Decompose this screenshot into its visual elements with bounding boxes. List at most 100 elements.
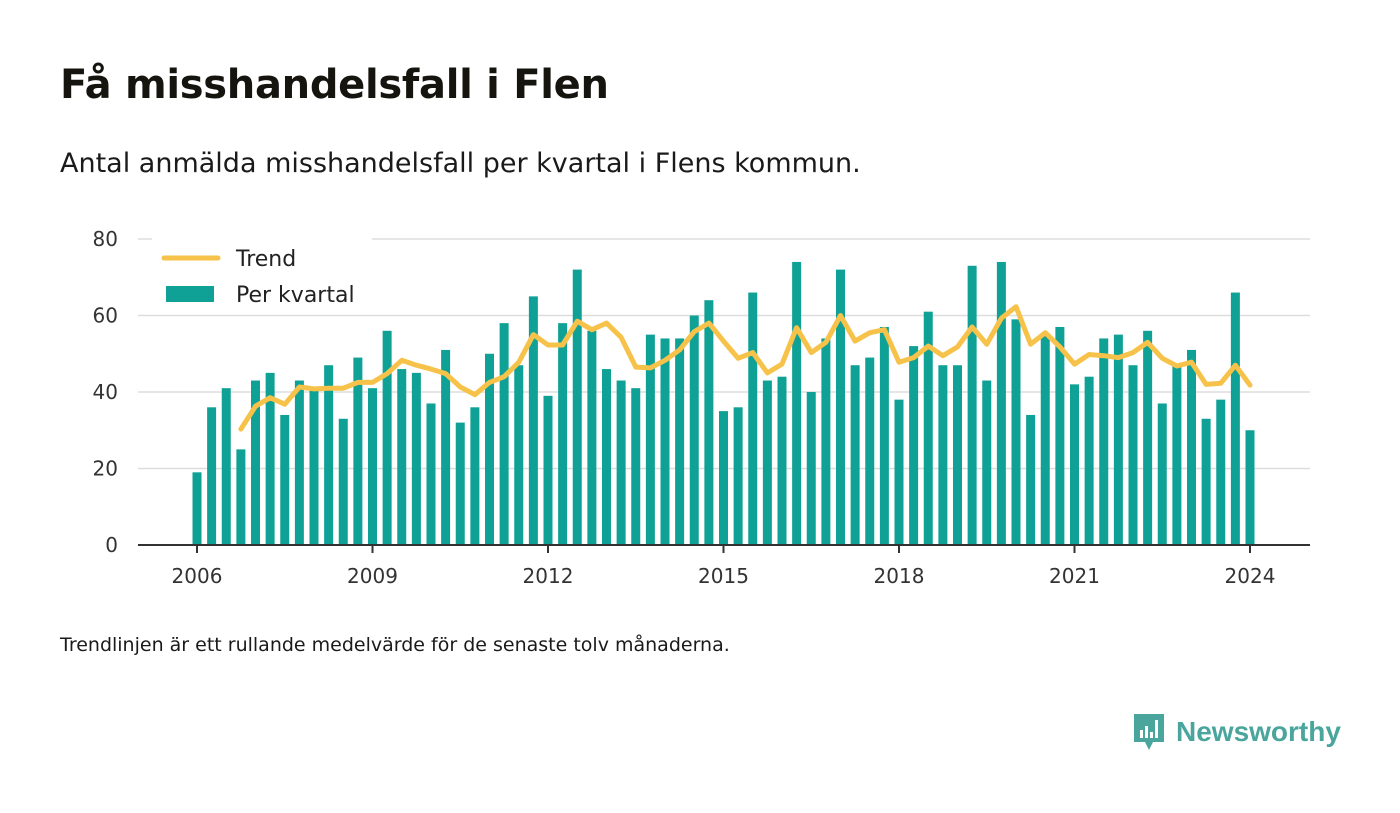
chart-subtitle: Antal anmälda misshandelsfall per kvarta… (60, 148, 861, 179)
bar (1128, 365, 1138, 545)
bar (221, 388, 231, 545)
legend-bars-swatch (166, 286, 214, 302)
brand-name: Newsworthy (1176, 716, 1341, 747)
y-tick-label: 0 (105, 533, 118, 557)
bar (850, 365, 860, 545)
bar (572, 269, 582, 545)
bar (982, 380, 992, 545)
bar (236, 449, 246, 545)
x-tick-label: 2021 (1049, 564, 1100, 588)
bar (996, 261, 1006, 545)
y-tick-label: 20 (93, 457, 118, 481)
chart-title: Få misshandelsfall i Flen (60, 62, 609, 108)
bar (528, 296, 538, 545)
bar (1201, 418, 1211, 545)
legend-bars-label: Per kvartal (236, 283, 355, 308)
bar (704, 300, 714, 545)
brand-logo[interactable]: Newsworthy (1132, 712, 1341, 752)
x-tick-label: 2006 (172, 564, 223, 588)
legend-trend-label: Trend (235, 247, 296, 272)
bar (806, 392, 816, 545)
bar (207, 407, 217, 545)
bar (353, 357, 363, 545)
bar (455, 422, 465, 545)
bar (938, 365, 948, 545)
bar (543, 395, 553, 545)
bar (368, 388, 377, 545)
bar (616, 380, 626, 545)
bar-chart-speech-bubble-icon (1134, 714, 1164, 750)
bar (602, 369, 611, 545)
bar (1099, 338, 1109, 545)
bar (426, 403, 436, 545)
bar (748, 292, 758, 545)
bar (1230, 292, 1240, 545)
y-tick-label: 80 (93, 227, 118, 251)
bar (719, 411, 728, 545)
bar (324, 365, 334, 545)
bar (631, 388, 641, 545)
bar (660, 338, 670, 545)
bar (762, 380, 772, 545)
bar (1011, 319, 1021, 545)
bar (587, 330, 597, 545)
bar (1040, 334, 1050, 545)
bar (499, 323, 509, 545)
bar (280, 414, 290, 545)
bar (865, 357, 875, 545)
bar (1084, 376, 1094, 545)
bar (923, 311, 933, 545)
bar (1216, 399, 1226, 545)
bar (1245, 430, 1255, 545)
x-tick-label: 2018 (874, 564, 925, 588)
chart-area: 0 20 40 60 80 2006 2009 2012 2015 2018 2021 2024 T… (93, 227, 1310, 588)
y-axis-ticks: 0 20 40 60 80 (93, 227, 118, 557)
bar (821, 338, 831, 545)
legend: Trend Per kvartal (152, 238, 372, 314)
x-tick-label: 2024 (1225, 564, 1276, 588)
bar (953, 365, 962, 545)
bar (411, 372, 421, 545)
bar (294, 380, 304, 545)
x-tick-label: 2012 (523, 564, 574, 588)
bar (441, 349, 451, 545)
bar (792, 261, 802, 545)
y-tick-label: 60 (93, 304, 118, 328)
x-tick-label: 2015 (698, 564, 749, 588)
bar (777, 376, 787, 545)
bar (1187, 349, 1196, 545)
bar (192, 472, 202, 545)
bar (909, 346, 919, 545)
bar (894, 399, 904, 545)
bar (1172, 365, 1182, 545)
y-tick-label: 40 (93, 380, 118, 404)
footnote: Trendlinjen är ett rullande medelvärde f… (60, 634, 730, 656)
bar (645, 334, 655, 545)
bar (733, 407, 743, 545)
bar (1113, 334, 1123, 545)
bar (967, 265, 977, 545)
bar (397, 369, 407, 545)
bar (1026, 414, 1036, 545)
trend-series (238, 304, 1253, 432)
bar (485, 353, 494, 545)
bar (689, 315, 699, 545)
bar (558, 323, 568, 545)
bar (382, 330, 392, 545)
bar-series (192, 261, 1255, 545)
bar (251, 380, 260, 545)
bar (675, 338, 685, 545)
trend-line (238, 304, 1253, 432)
bar (514, 365, 524, 545)
bar (1157, 403, 1167, 545)
x-axis: 2006 2009 2012 2015 2018 2021 2024 (138, 544, 1310, 588)
bar (265, 372, 275, 545)
x-tick-label: 2009 (347, 564, 398, 588)
bar (836, 269, 845, 545)
bar (470, 407, 480, 545)
bar (879, 326, 889, 545)
bar (309, 388, 319, 545)
bar (338, 418, 348, 545)
bar (1143, 330, 1153, 545)
bar (1055, 326, 1065, 545)
